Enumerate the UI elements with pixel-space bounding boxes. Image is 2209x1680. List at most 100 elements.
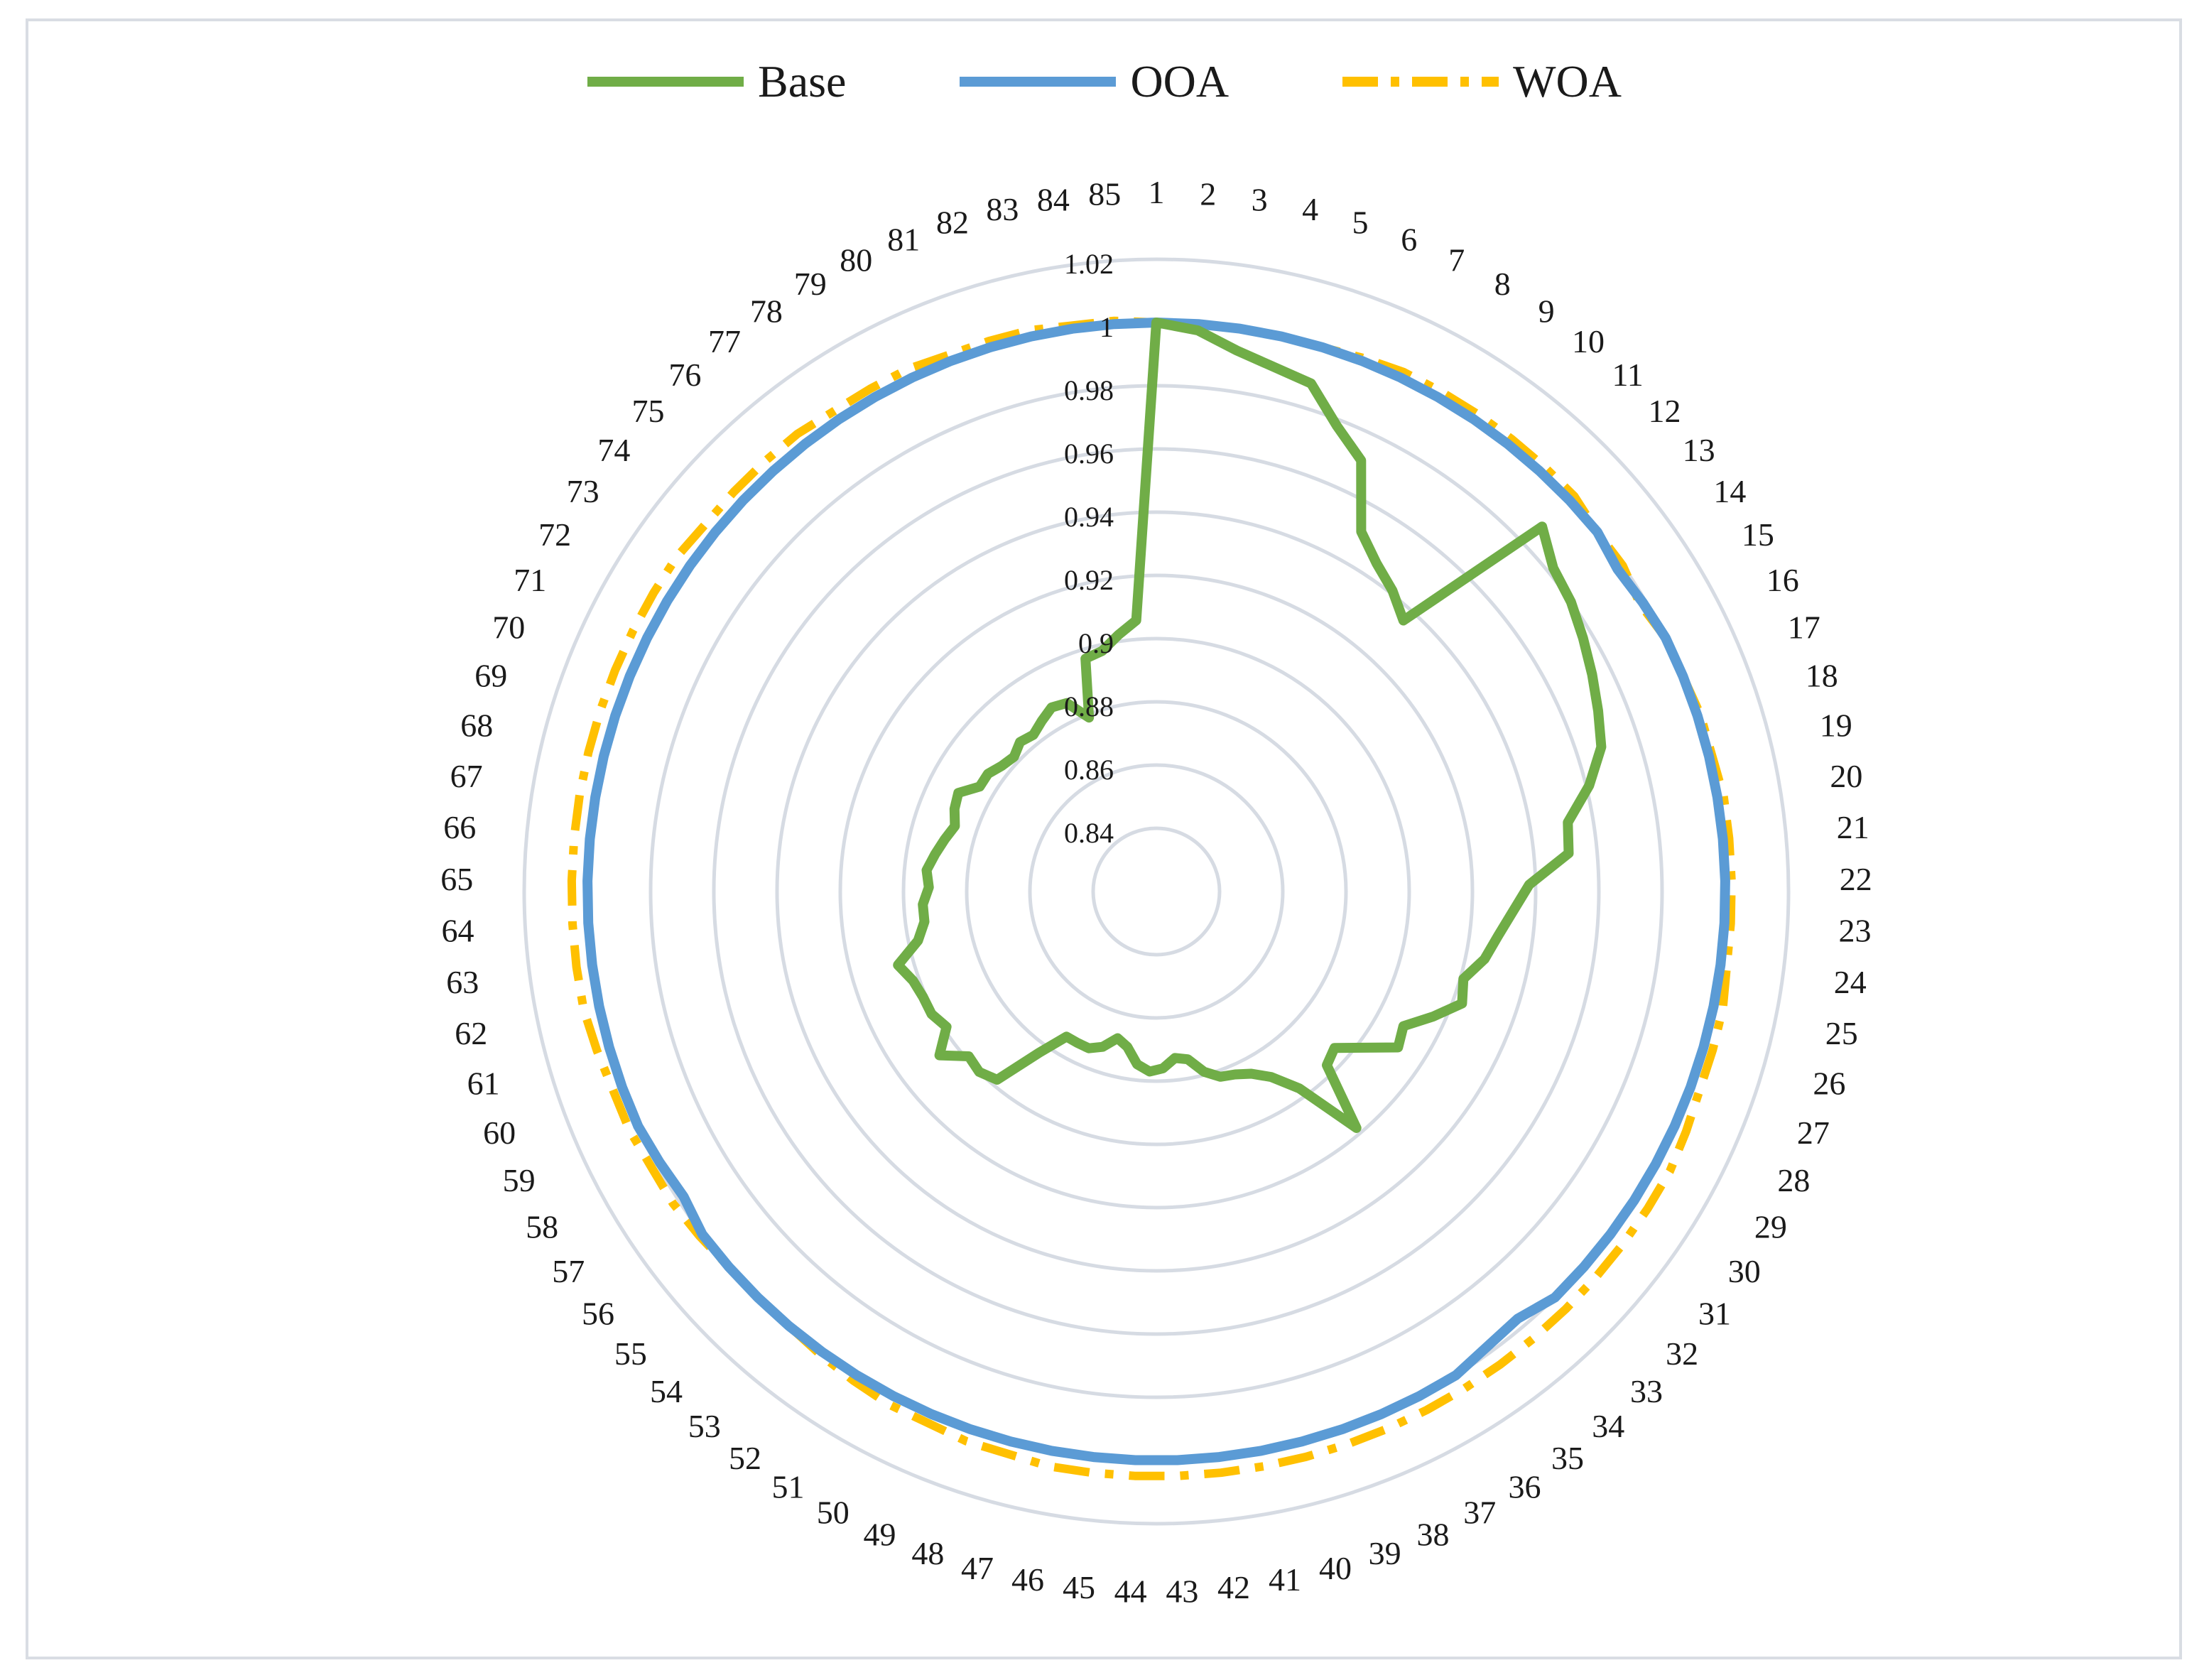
category-label-28: 28 [1777,1162,1810,1198]
tick-label-3: 0.9 [1078,627,1114,659]
category-label-10: 10 [1572,323,1605,359]
category-label-64: 64 [442,913,474,949]
tick-label-0: 0.84 [1064,817,1114,849]
grid-ring-2 [965,700,1348,1083]
category-label-32: 32 [1666,1335,1698,1372]
tick-label-5: 0.94 [1064,501,1114,533]
category-label-60: 60 [483,1115,516,1151]
category-label-23: 23 [1839,913,1872,949]
grid-ring-7 [648,384,1664,1399]
category-label-42: 42 [1217,1569,1250,1605]
tick-label-2: 0.88 [1064,690,1114,722]
category-label-20: 20 [1830,758,1862,794]
category-label-84: 84 [1037,182,1070,218]
legend-swatch-ooa [960,77,1117,87]
legend: Base OOA WOA [0,50,2209,114]
category-label-58: 58 [526,1208,558,1245]
category-label-55: 55 [614,1335,647,1372]
category-label-85: 85 [1088,176,1121,212]
category-label-41: 41 [1269,1561,1301,1598]
category-label-75: 75 [632,393,665,429]
category-label-74: 74 [597,432,630,468]
category-label-21: 21 [1837,809,1869,845]
legend-label-base: Base [758,56,847,107]
category-label-34: 34 [1592,1408,1624,1444]
tick-label-6: 0.96 [1064,438,1114,470]
tick-label-1: 0.86 [1064,754,1114,786]
category-label-39: 39 [1369,1535,1401,1571]
category-label-46: 46 [1011,1561,1044,1598]
category-label-9: 9 [1538,293,1555,329]
category-label-17: 17 [1788,609,1820,645]
grid-ring-8 [585,320,1727,1463]
category-label-66: 66 [443,809,476,845]
category-label-53: 53 [688,1408,721,1444]
grid-layer [522,257,1791,1526]
category-label-37: 37 [1463,1495,1496,1531]
category-label-15: 15 [1742,516,1774,553]
category-label-72: 72 [538,516,571,553]
category-label-45: 45 [1063,1569,1095,1605]
category-label-49: 49 [864,1517,896,1553]
category-label-31: 31 [1698,1296,1731,1332]
category-label-61: 61 [467,1066,500,1102]
series-line-base [893,318,1607,1133]
category-label-70: 70 [492,609,525,645]
category-label-62: 62 [455,1015,487,1051]
category-label-51: 51 [772,1469,805,1505]
legend-label-woa: WOA [1513,56,1622,107]
category-label-63: 63 [446,964,479,1000]
legend-item-base: Base [587,55,846,108]
series-line-ooa [582,318,1730,1465]
category-label-19: 19 [1820,708,1852,744]
category-label-16: 16 [1766,562,1799,598]
category-label-54: 54 [650,1373,683,1409]
tick-layer: 0.84 0.86 0.88 0.9 0.92 0.94 0.96 0.98 1 1.02 [1064,248,1114,849]
category-label-27: 27 [1797,1115,1830,1151]
grid-ring-6 [712,447,1601,1336]
category-label-13: 13 [1683,432,1715,468]
category-label-48: 48 [911,1535,944,1571]
grid-ring-5 [775,510,1538,1273]
category-label-11: 11 [1612,357,1643,393]
category-label-73: 73 [567,473,599,509]
category-label-59: 59 [503,1162,536,1198]
category-label-65: 65 [440,861,473,897]
category-label-3: 3 [1252,182,1268,218]
category-label-44: 44 [1114,1573,1147,1609]
category-label-52: 52 [729,1440,761,1476]
grid-ring-3 [901,636,1411,1147]
category-label-24: 24 [1834,964,1867,1000]
category-label-18: 18 [1806,658,1838,694]
category-label-33: 33 [1630,1373,1663,1409]
category-label-83: 83 [986,191,1019,227]
category-label-81: 81 [887,222,920,258]
category-label-26: 26 [1813,1066,1845,1102]
chart-frame [26,18,2182,1659]
category-label-50: 50 [817,1495,850,1531]
grid-ring-1 [1028,763,1285,1020]
category-label-78: 78 [750,293,783,329]
series-layer [567,316,1736,1480]
tick-label-7: 0.98 [1064,374,1114,406]
category-label-4: 4 [1302,191,1318,227]
category-label-29: 29 [1754,1208,1787,1245]
category-label-30: 30 [1728,1253,1761,1289]
category-label-82: 82 [936,205,969,241]
category-label-2: 2 [1200,176,1216,212]
category-label-43: 43 [1166,1573,1198,1609]
category-label-22: 22 [1840,861,1872,897]
category-label-79: 79 [794,266,827,302]
category-label-1: 1 [1149,174,1165,210]
series-line-woa [567,316,1736,1480]
category-label-80: 80 [840,242,872,278]
category-label-71: 71 [514,562,546,598]
grid-ring-9 [522,257,1791,1526]
category-label-57: 57 [552,1253,585,1289]
tick-label-4: 0.92 [1064,564,1114,596]
legend-swatch-woa [1342,77,1499,87]
legend-item-woa: WOA [1342,55,1622,108]
category-label-8: 8 [1494,266,1511,302]
category-label-68: 68 [460,708,493,744]
legend-item-ooa: OOA [960,55,1229,108]
